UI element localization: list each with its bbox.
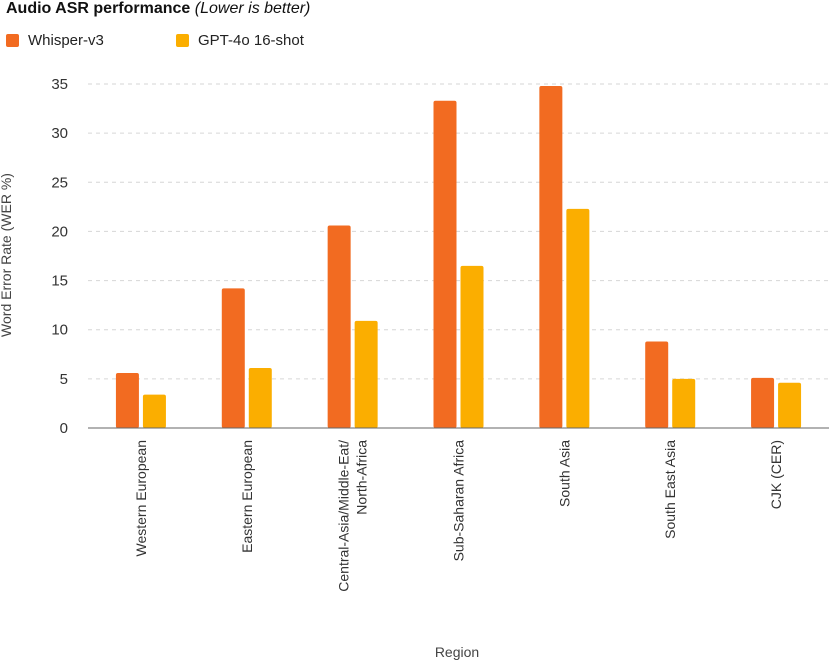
x-tick-label: Eastern European [239,440,255,553]
bars [115,85,802,429]
x-tick-label: South East Asia [662,440,678,539]
y-tick-label: 0 [60,420,68,437]
bar-whisper [221,288,245,428]
bar-whisper [645,341,669,428]
legend-swatch-whisper [6,34,19,47]
bar-whisper [433,100,457,429]
bar-gpt4o [248,368,272,428]
bar-whisper [327,225,351,428]
bar-gpt4o [354,320,378,428]
bar-gpt4o [566,208,590,428]
y-axis-label: Word Error Rate (WER %) [0,173,14,337]
bar-gpt4o [672,378,696,428]
y-axis-ticks: 0 5 10 15 20 25 30 35 [51,76,68,437]
y-tick-label: 35 [51,76,68,93]
chart-title-main: Audio ASR performance [6,0,191,17]
y-tick-label: 5 [60,371,68,388]
legend-label-gpt4o: GPT-4o 16-shot [198,32,304,49]
x-axis-label: Region [435,644,479,660]
x-tick-label: Western European [133,440,149,556]
bar-gpt4o [460,265,484,428]
x-tick-label: Sub-Saharan Africa [451,440,467,562]
gridlines [88,83,829,380]
x-axis-ticks: Western European Eastern European Central-… [133,440,784,592]
bar-gpt4o [142,394,166,428]
x-tick-label: CJK (CER) [768,440,784,509]
y-tick-label: 30 [51,125,68,142]
x-tick-label: South Asia [556,440,572,507]
y-tick-label: 20 [51,223,68,240]
y-tick-label: 15 [51,273,68,290]
bar-whisper [539,85,563,429]
x-tick-label: North-Africa [354,440,370,515]
legend-swatch-gpt4o [176,34,189,47]
bar-gpt4o [778,382,802,428]
legend-item-whisper[interactable]: Whisper-v3 [6,32,104,49]
y-tick-label: 25 [51,174,68,191]
legend-label-whisper: Whisper-v3 [28,32,104,49]
x-tick-label: Central-Asia/Middle-Eat/ [336,440,352,592]
chart-subtitle: (Lower is better) [194,0,311,17]
y-tick-label: 10 [51,322,68,339]
chart-title: Audio ASR performance (Lower is better) [6,0,310,18]
bar-whisper [751,377,775,428]
legend-item-gpt4o[interactable]: GPT-4o 16-shot [176,32,304,49]
bar-whisper [115,372,139,428]
